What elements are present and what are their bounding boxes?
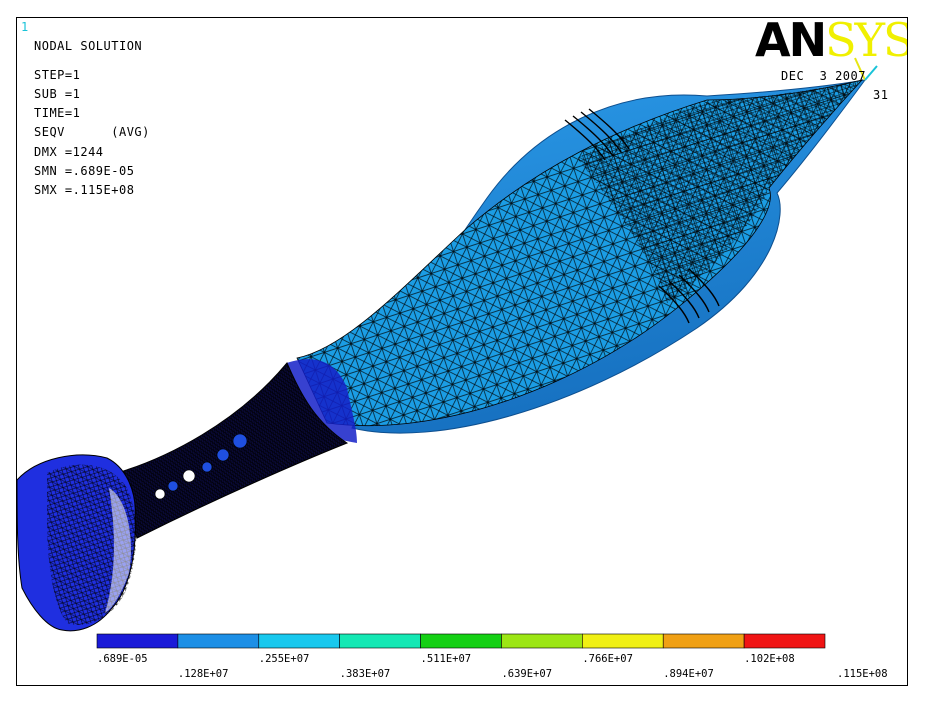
legend-swatch-0 xyxy=(96,633,179,649)
legend-bar xyxy=(96,633,826,649)
graphics-window: 1 NODAL SOLUTION STEP=1 SUB =1 TIME=1 SE… xyxy=(16,17,908,686)
legend-swatch-3 xyxy=(339,633,421,649)
triad-icon xyxy=(854,57,878,81)
legend-bottom-label: .639E+07 xyxy=(501,668,553,680)
sub-text: SUB =1 xyxy=(34,87,81,101)
ansys-logo: ANSYS xyxy=(755,17,908,67)
dense-mesh-rear xyxy=(577,80,862,303)
shell-rings xyxy=(564,108,720,324)
legend-top-label: .766E+07 xyxy=(582,653,633,665)
base-highlight xyxy=(105,488,131,613)
logo-an: AN xyxy=(755,17,827,67)
legend-swatch-2 xyxy=(258,633,340,649)
legend-swatch-1 xyxy=(177,633,260,649)
legend-bottom-label: .383E+07 xyxy=(339,668,391,680)
legend-top-label: .689E-05 xyxy=(97,653,148,665)
model-view xyxy=(17,57,878,632)
legend-swatch-8 xyxy=(743,633,826,649)
legend-swatch-6 xyxy=(582,633,664,649)
solution-title: NODAL SOLUTION xyxy=(34,39,143,53)
neck-mesh xyxy=(117,363,347,538)
dmx-text: DMX =1244 xyxy=(34,145,104,159)
step-text: STEP=1 xyxy=(34,68,81,82)
result-item-text: SEQV (AVG) xyxy=(34,125,150,139)
time-stamp-text: 31 xyxy=(873,88,889,102)
legend-bottom-label: .894E+07 xyxy=(663,668,714,680)
legend-top-label: .511E+07 xyxy=(420,653,472,665)
legend-top-label: .102E+08 xyxy=(744,653,795,665)
legend-top-label: .255E+07 xyxy=(258,653,310,665)
time-text: TIME=1 xyxy=(34,106,81,120)
logo-sys: SYS xyxy=(825,17,908,67)
smn-text: SMN =.689E-05 xyxy=(34,164,135,178)
neck-holes xyxy=(154,433,248,500)
legend-swatch-4 xyxy=(420,633,502,649)
legend-bottom-label: .115E+08 xyxy=(837,668,888,680)
smx-text: SMX =.115E+08 xyxy=(34,183,135,197)
date-text: DEC 3 2007 xyxy=(781,69,866,83)
window-number: 1 xyxy=(21,20,29,34)
legend-swatch-7 xyxy=(662,633,745,649)
legend-swatch-5 xyxy=(501,633,583,649)
legend-bottom-label: .128E+07 xyxy=(177,668,229,680)
